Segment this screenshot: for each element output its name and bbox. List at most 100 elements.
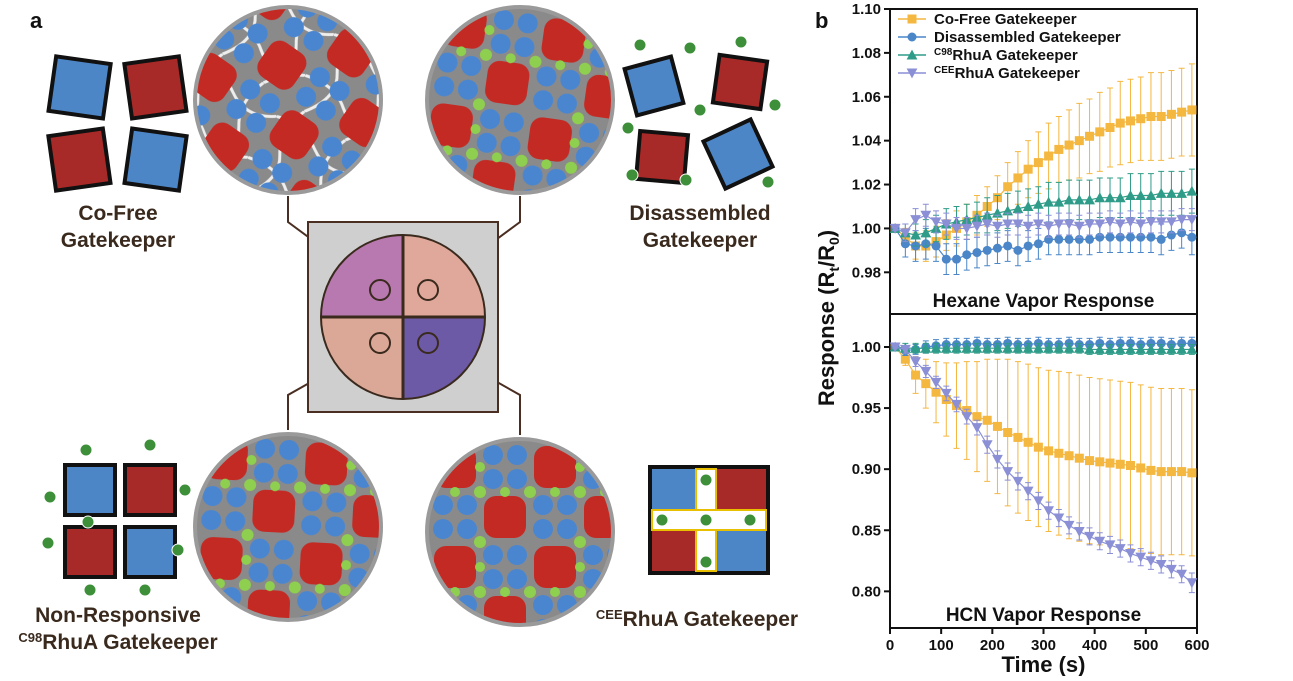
- data-point: [899, 228, 911, 239]
- data-point: [971, 342, 983, 353]
- data-point: [930, 377, 942, 388]
- data-point: [1073, 221, 1085, 232]
- panel-label: a: [30, 8, 43, 33]
- y-tick-label: 1.00: [852, 339, 881, 356]
- data-point: [1166, 217, 1177, 228]
- data-point: [1115, 338, 1125, 348]
- data-point: [971, 221, 983, 232]
- data-point: [1156, 112, 1166, 122]
- data-point: [981, 219, 993, 230]
- data-point: [1114, 192, 1126, 203]
- y-label-part: Response (R: [814, 272, 839, 407]
- data-point: [1146, 465, 1156, 475]
- caption: Co-Free: [78, 202, 157, 225]
- data-point: [940, 219, 952, 230]
- data-point: [961, 342, 973, 353]
- y-tick-label: 0.98: [852, 264, 881, 281]
- caption: C98RhuA Gatekeeper: [18, 630, 217, 654]
- legend-label: Disassembled Gatekeeper: [934, 29, 1121, 46]
- data-point: [1032, 342, 1044, 353]
- data-point: [1114, 219, 1126, 230]
- schematic: [46, 54, 189, 193]
- x-tick-label: 300: [1031, 637, 1056, 654]
- data-point: [962, 250, 972, 260]
- data-point: [1003, 428, 1013, 438]
- data-point: [1176, 215, 1188, 226]
- data-point: [1043, 196, 1055, 207]
- data-point: [992, 421, 1002, 431]
- legend-sup: CEE: [934, 65, 955, 76]
- data-point: [1186, 215, 1198, 226]
- data-point: [982, 245, 992, 255]
- y-label-sub: 0: [826, 237, 842, 245]
- data-point: [1013, 432, 1023, 442]
- data-point: [1033, 239, 1043, 249]
- data-point: [951, 399, 962, 410]
- data-point: [1187, 105, 1197, 115]
- data-point: [1073, 526, 1085, 537]
- data-point: [1095, 338, 1105, 348]
- y-tick-label: 1.04: [852, 133, 882, 150]
- legend-label: CEERhuA Gatekeeper: [934, 65, 1080, 82]
- y-label-part: /R: [814, 245, 839, 267]
- data-point: [1156, 234, 1166, 244]
- data-point: [1013, 173, 1023, 183]
- data-point: [992, 243, 1002, 253]
- data-point: [1053, 342, 1065, 353]
- data-point: [900, 354, 910, 364]
- data-point: [961, 223, 973, 234]
- data-point: [940, 388, 952, 399]
- panel-b: b Response (Rt/R0) 0.981.001.021.041.061…: [814, 1, 1210, 677]
- x-axis-label: Time (s): [1002, 652, 1086, 676]
- data-point: [931, 387, 941, 397]
- data-point: [1012, 219, 1024, 230]
- data-point: [992, 221, 1003, 232]
- caption: CEERhuA Gatekeeper: [596, 607, 798, 631]
- data-point: [1043, 221, 1055, 232]
- data-point: [1022, 201, 1034, 211]
- data-point: [1125, 461, 1135, 471]
- data-point: [1013, 245, 1023, 255]
- data-point: [1053, 219, 1065, 230]
- y-tick-label: 1.02: [852, 177, 881, 194]
- data-point: [1074, 453, 1084, 463]
- legend-marker: [906, 68, 918, 79]
- x-tick-label: 500: [1133, 637, 1158, 654]
- data-point: [1156, 467, 1166, 477]
- data-point: [1084, 194, 1095, 205]
- data-point: [920, 342, 932, 353]
- data-point: [1177, 338, 1187, 348]
- series-line: [894, 346, 1193, 584]
- data-point: [1064, 140, 1074, 150]
- data-point: [1187, 232, 1197, 242]
- data-point: [1032, 496, 1044, 507]
- y-label-sub: t: [826, 267, 842, 272]
- y-tick-label: 1.00: [852, 220, 881, 237]
- legend-name: RhuA Gatekeeper: [955, 65, 1080, 82]
- data-point: [972, 248, 982, 258]
- data-point: [899, 344, 911, 355]
- data-point: [1063, 219, 1075, 230]
- data-point: [1166, 564, 1177, 575]
- data-point: [1187, 338, 1197, 348]
- data-point: [1053, 196, 1065, 207]
- x-tick-label: 100: [929, 637, 954, 654]
- data-point: [910, 215, 921, 226]
- wafer: [307, 221, 499, 413]
- data-point: [1166, 109, 1176, 119]
- y-tick-label: 1.06: [852, 89, 881, 106]
- data-point: [1104, 217, 1116, 228]
- data-point: [1135, 552, 1147, 563]
- series: [889, 341, 1198, 355]
- data-point: [1063, 520, 1075, 531]
- data-point: [920, 210, 932, 221]
- data-point: [1125, 338, 1135, 348]
- data-point: [889, 223, 901, 234]
- cations: [41, 35, 782, 597]
- data-point: [981, 342, 993, 353]
- data-point: [1012, 342, 1024, 353]
- x-tick-label: 0: [886, 637, 894, 654]
- caption-sup: C98: [18, 630, 42, 645]
- data-point: [1054, 144, 1064, 154]
- data-point: [1135, 344, 1147, 354]
